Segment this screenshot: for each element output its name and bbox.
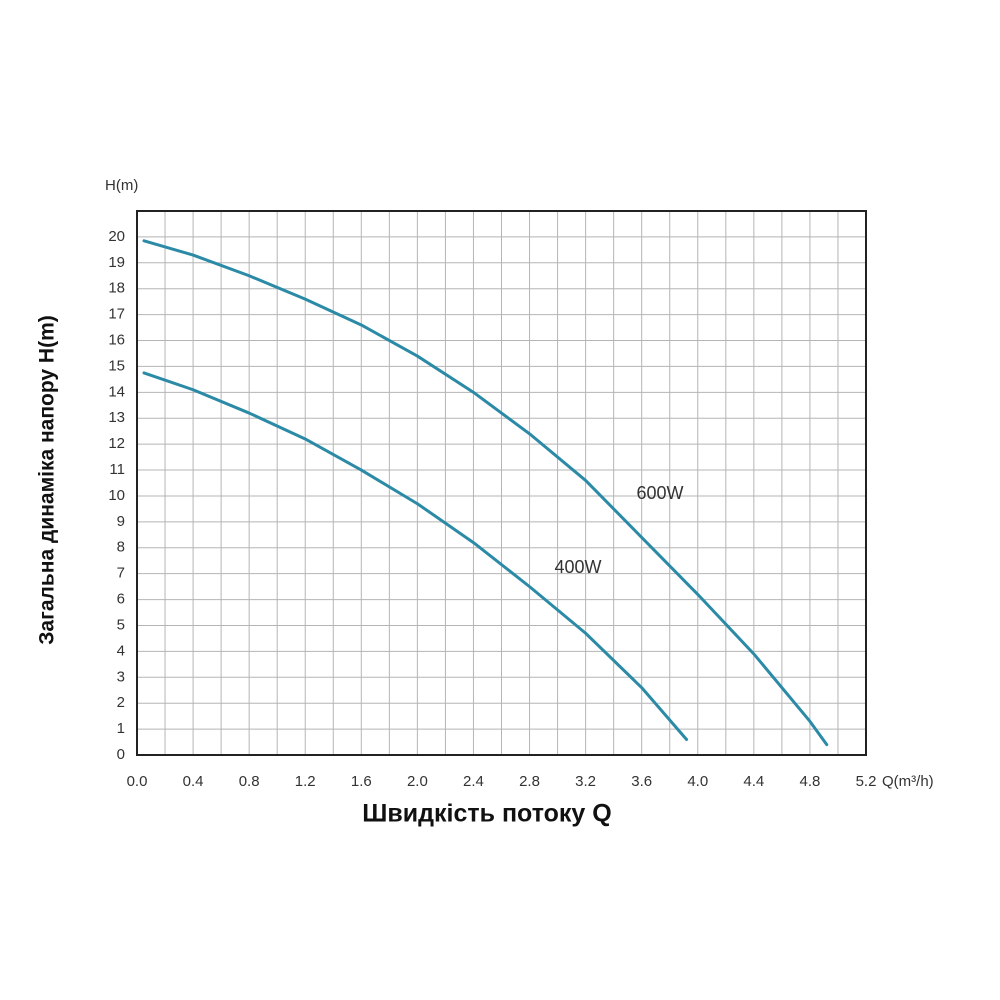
y-tick-label: 16	[108, 331, 125, 348]
y-tick-label: 6	[117, 591, 125, 608]
x-tick-label: 0.8	[239, 773, 260, 790]
y-tick-label: 18	[108, 280, 125, 297]
x-tick-label: 0.0	[127, 773, 148, 790]
y-tick-label: 1	[117, 720, 125, 737]
y-tick-label: 14	[108, 383, 125, 400]
y-axis-label: H(m)	[105, 177, 138, 194]
x-tick-label: 4.8	[799, 773, 820, 790]
y-tick-label: 7	[117, 565, 125, 582]
y-tick-label: 2	[117, 694, 125, 711]
x-tick-label: 5.2	[856, 773, 877, 790]
line-series	[142, 371, 689, 741]
line-series	[142, 239, 829, 747]
x-tick-label: 3.2	[575, 773, 596, 790]
series-label: 600W	[636, 483, 683, 503]
y-tick-label: 0	[117, 746, 125, 763]
y-tick-label: 17	[108, 306, 125, 323]
x-tick-label: 2.8	[519, 773, 540, 790]
y-tick-label: 9	[117, 513, 125, 530]
y-tick-label: 5	[117, 616, 125, 633]
y-title: Загальна динаміка напору H(m)	[36, 315, 59, 644]
y-tick-label: 20	[108, 228, 125, 245]
series-label: 400W	[554, 557, 601, 577]
y-tick-label: 4	[117, 642, 125, 659]
y-tick-label: 19	[108, 254, 125, 271]
y-tick-label: 12	[108, 435, 125, 452]
y-tick-label: 15	[108, 357, 125, 374]
y-tick-label: 3	[117, 668, 125, 685]
x-tick-label: 1.6	[351, 773, 372, 790]
y-tick-label: 11	[109, 461, 125, 478]
y-tick-label: 10	[108, 487, 125, 504]
x-tick-label: 4.0	[687, 773, 708, 790]
y-tick-label: 8	[117, 539, 125, 556]
x-tick-label: 1.2	[295, 773, 316, 790]
y-tick-label: 13	[108, 409, 125, 426]
x-tick-label: 2.4	[463, 773, 484, 790]
x-axis-label: Q(m³/h)	[882, 773, 934, 790]
x-tick-label: 3.6	[631, 773, 652, 790]
plot-frame	[136, 210, 867, 756]
x-title: Швидкість потоку Q	[362, 800, 611, 828]
x-tick-label: 2.0	[407, 773, 428, 790]
x-tick-label: 4.4	[743, 773, 764, 790]
x-tick-label: 0.4	[183, 773, 204, 790]
